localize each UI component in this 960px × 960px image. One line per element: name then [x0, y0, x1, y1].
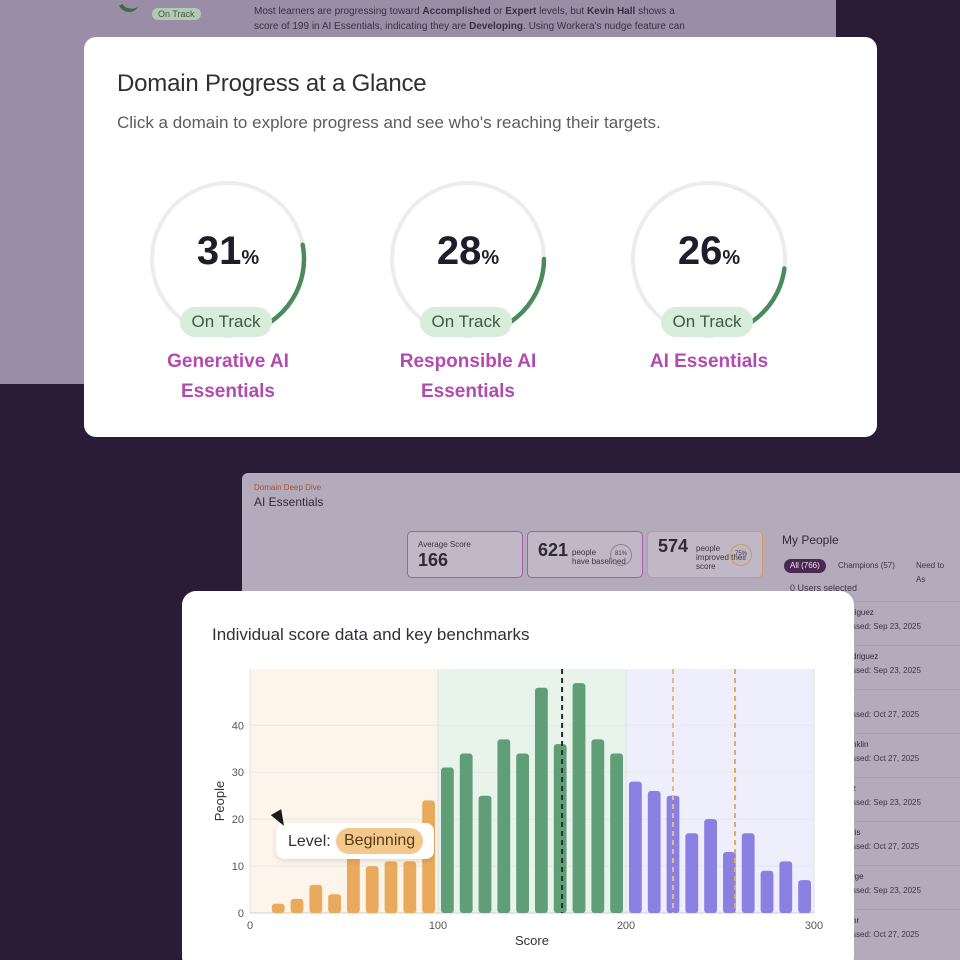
histogram-bar [591, 739, 605, 913]
x-tick-label: 200 [617, 920, 635, 932]
background-status-badge: On Track [152, 8, 201, 20]
users-selected-count: 0 Users selected [790, 583, 858, 593]
people-row[interactable]: ris ssed: Oct 27, 2025 [842, 821, 960, 861]
people-row[interactable]: driguez ssed: Sep 23, 2025 [842, 645, 960, 685]
tooltip-key: Level: [288, 833, 331, 850]
x-tick-label: 300 [805, 920, 823, 932]
y-tick-label: 10 [232, 861, 244, 873]
x-tick-label: 100 [429, 920, 447, 932]
people-row[interactable]: z ssed: Sep 23, 2025 [842, 777, 960, 817]
background-gauge-arc [114, 0, 144, 16]
histogram-bar [459, 753, 473, 913]
baselined-stat: 621 people have baselined 81% [527, 531, 643, 578]
histogram-bar [666, 795, 680, 913]
stat-label: people have baselined [572, 548, 626, 566]
y-axis-label: People [212, 781, 227, 821]
y-tick-label: 30 [232, 767, 244, 779]
domain-name: AI Essentials [649, 351, 769, 372]
tab-all[interactable]: All (766) [784, 559, 826, 573]
histogram-bar [441, 767, 454, 913]
stat-value: 574 [658, 536, 689, 556]
histogram-bar [760, 870, 774, 913]
x-tick-label: 0 [247, 920, 253, 932]
people-row[interactable]: or ssed: Oct 27, 2025 [842, 909, 960, 949]
histogram-bar [610, 753, 623, 913]
tooltip-level-badge: Beginning [336, 828, 424, 854]
stat-ring: 75% [730, 544, 752, 566]
deep-dive-kicker: Domain Deep Dive [254, 483, 322, 492]
tab-champions[interactable]: Champions (57) [838, 561, 895, 570]
card-subtitle: Click a domain to explore progress and s… [117, 113, 661, 132]
stat-label: people improved their score [696, 544, 747, 571]
people-row[interactable]: rge ssed: Sep 23, 2025 [842, 865, 960, 905]
chart-card-title: Individual score data and key benchmarks [212, 625, 530, 644]
status-badge: On Track [661, 307, 753, 337]
histogram-bar [553, 744, 567, 913]
histogram-bar [535, 687, 548, 913]
histogram-bar [779, 861, 793, 913]
average-score-stat: Average Score 166 [407, 531, 523, 578]
score-distribution-card: Individual score data and key benchmarks… [182, 591, 854, 960]
histogram-bar [647, 791, 661, 913]
domain-name: Generative AI Essentials [167, 351, 289, 402]
tab-need-to-assess[interactable]: Need to As [916, 561, 945, 584]
histogram-bar [704, 819, 717, 913]
stat-ring: 81% [610, 544, 632, 566]
histogram-bar [271, 903, 285, 913]
improved-stat: 574 people improved their score 75% [647, 531, 763, 578]
gauge-percent: 31% [196, 229, 260, 273]
background-insight-text: Most learners are progressing toward Acc… [254, 6, 685, 32]
histogram-bar [685, 833, 699, 913]
histogram-bar [384, 861, 398, 913]
gauge-percent: 28% [436, 229, 500, 273]
domain-name: Responsible AI Essentials [399, 351, 537, 402]
deep-dive-title: AI Essentials [254, 495, 324, 509]
histogram-bar [290, 898, 304, 913]
histogram-bar [723, 852, 736, 913]
histogram-bar [572, 683, 586, 913]
people-row[interactable]: riguez ssed: Sep 23, 2025 [842, 601, 960, 641]
histogram-bar [347, 856, 360, 913]
status-badge: On Track [180, 307, 272, 337]
y-tick-label: 0 [238, 908, 244, 920]
my-people-title: My People [782, 533, 839, 547]
card-title: Domain Progress at a Glance [117, 70, 427, 97]
status-badge: On Track [420, 307, 512, 337]
gauge-percent: 26% [677, 229, 741, 273]
histogram-bar [328, 894, 341, 913]
histogram-bar [403, 861, 417, 913]
histogram-bar [629, 781, 642, 913]
y-tick-label: 40 [232, 720, 244, 732]
histogram-bar [309, 884, 323, 913]
histogram-bar [478, 795, 492, 913]
stat-label: Average Score [418, 540, 471, 549]
histogram-bar [798, 880, 811, 913]
histogram-bar [497, 739, 511, 913]
y-tick-label: 20 [232, 814, 244, 826]
score-histogram: 0 10 20 30 40 0 100 200 300 Score People [212, 669, 823, 948]
domain-progress-card: Domain Progress at a Glance Click a doma… [84, 37, 877, 437]
histogram-bar [741, 833, 755, 913]
stat-value: 166 [418, 550, 449, 570]
people-row[interactable]: nklin ssed: Oct 27, 2025 [842, 733, 960, 773]
histogram-bar [516, 753, 529, 913]
level-tooltip: Level: Beginning [276, 823, 434, 859]
stat-value: 621 [538, 540, 569, 560]
x-axis-label: Score [515, 933, 549, 948]
histogram-bar [365, 866, 379, 913]
